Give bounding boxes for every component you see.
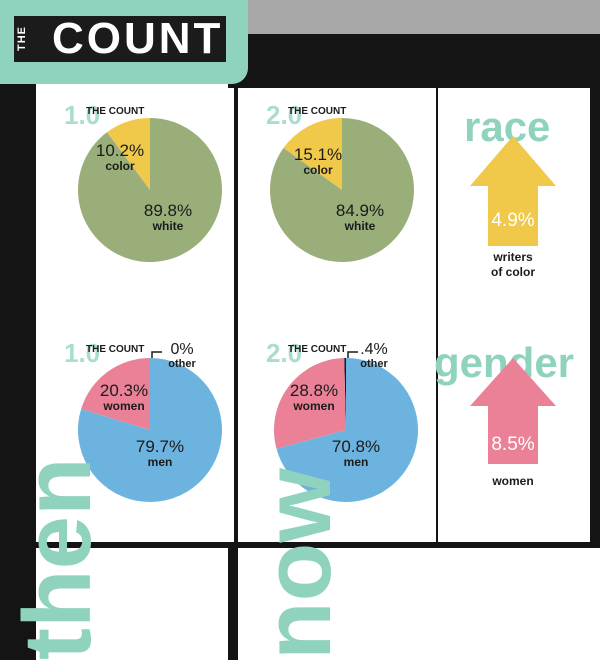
race-caption-line-1: writers <box>493 250 533 264</box>
slice-label-men-then: 79.7% men <box>122 438 198 469</box>
race-title: race <box>464 103 551 150</box>
slice-value: 79.7% <box>135 437 185 456</box>
slice-value: 10.2% <box>95 141 145 160</box>
other-leader-line <box>347 351 358 358</box>
version-label-gender-now: 2.0 <box>266 338 303 368</box>
race-change-value: 4.9% <box>491 210 535 231</box>
slice-label-women-then: 20.3% women <box>88 382 160 413</box>
slice-caption: men <box>343 455 369 469</box>
gender-caption-line-1: women <box>492 474 534 488</box>
slice-caption: men <box>147 455 173 469</box>
version-label-gender-then: 1.0 <box>64 338 101 368</box>
slice-caption: white <box>344 219 376 233</box>
then-pies <box>78 118 223 502</box>
slice-label-white-then: 89.8% white <box>130 202 206 233</box>
gender-up-arrow <box>470 358 556 464</box>
then-panel: 1.0 THE COUNT 10.2% color 89.8% white 1.… <box>36 88 234 542</box>
the-count-logo: THE COUNT <box>0 0 248 84</box>
pie-slice-white <box>270 118 414 262</box>
version-label-race-then: 1.0 <box>64 100 101 130</box>
now-panel: 2.0 THE COUNT 15.1% color 84.9% white 2.… <box>238 88 436 542</box>
slice-label-women-now: 28.8% women <box>278 382 350 413</box>
pie-slice-color <box>283 118 342 190</box>
slice-value: 28.8% <box>289 381 339 400</box>
pie-slice-women <box>81 358 150 430</box>
other-leader-line <box>151 351 162 358</box>
slice-label-other-now: .4% other <box>354 341 394 371</box>
logo-word: COUNT <box>52 14 224 63</box>
gender-change-value: 8.5% <box>491 434 535 455</box>
slice-caption: other <box>360 358 388 370</box>
now-side-label: now <box>244 468 351 660</box>
race-caption-line-2: of color <box>491 265 535 279</box>
race-change-caption: writers of color <box>468 250 558 280</box>
slice-label-color-now: 15.1% color <box>280 146 356 177</box>
change-panel: race 4.9% writers of color gender 8.5% w… <box>434 88 590 542</box>
logo-box <box>14 16 226 62</box>
pie-slice-men <box>276 358 418 503</box>
slice-label-men-now: 70.8% men <box>318 438 394 469</box>
slice-caption: color <box>303 163 333 177</box>
slice-caption: color <box>105 159 135 173</box>
pie-race-1-0 <box>78 118 223 262</box>
slice-caption: other <box>168 358 196 370</box>
pie-slice-white <box>78 118 223 262</box>
race-up-arrow <box>470 136 556 246</box>
slice-value: 89.8% <box>143 201 193 220</box>
brand-label-race-now: THE COUNT <box>288 106 347 117</box>
version-label-race-now: 2.0 <box>266 100 303 130</box>
gender-change-caption: women <box>468 474 558 489</box>
brand-label-race-then: THE COUNT <box>86 106 145 117</box>
slice-value: 20.3% <box>99 381 149 400</box>
pie-race-2-0 <box>270 118 414 262</box>
slice-caption: women <box>103 399 145 413</box>
gender-arrow-shape <box>470 358 556 464</box>
slice-label-white-now: 84.9% white <box>322 202 398 233</box>
pie-gender-1-0 <box>78 351 223 502</box>
pie-slice-women <box>274 358 346 449</box>
pie-slice-men <box>78 358 223 502</box>
slice-value: 0% <box>170 341 194 358</box>
brand-label-gender-then: THE COUNT <box>86 344 145 355</box>
race-arrow-shape <box>470 136 556 246</box>
slice-value: 70.8% <box>331 437 381 456</box>
then-side-label: then <box>4 457 111 660</box>
pie-gender-2-0 <box>274 351 418 503</box>
pie-slice-color <box>106 118 150 190</box>
slice-label-color-then: 10.2% color <box>82 142 158 173</box>
brand-label-gender-now: THE COUNT <box>288 344 347 355</box>
slice-label-other-then: 0% other <box>162 341 202 371</box>
slice-value: .4% <box>360 341 388 358</box>
slice-value: 84.9% <box>335 201 385 220</box>
logo-prefix: THE <box>16 26 28 52</box>
slice-caption: white <box>152 219 184 233</box>
slice-value: 15.1% <box>293 145 343 164</box>
pie-slice-other <box>344 358 346 430</box>
slice-caption: women <box>293 399 335 413</box>
now-pies <box>270 118 418 503</box>
